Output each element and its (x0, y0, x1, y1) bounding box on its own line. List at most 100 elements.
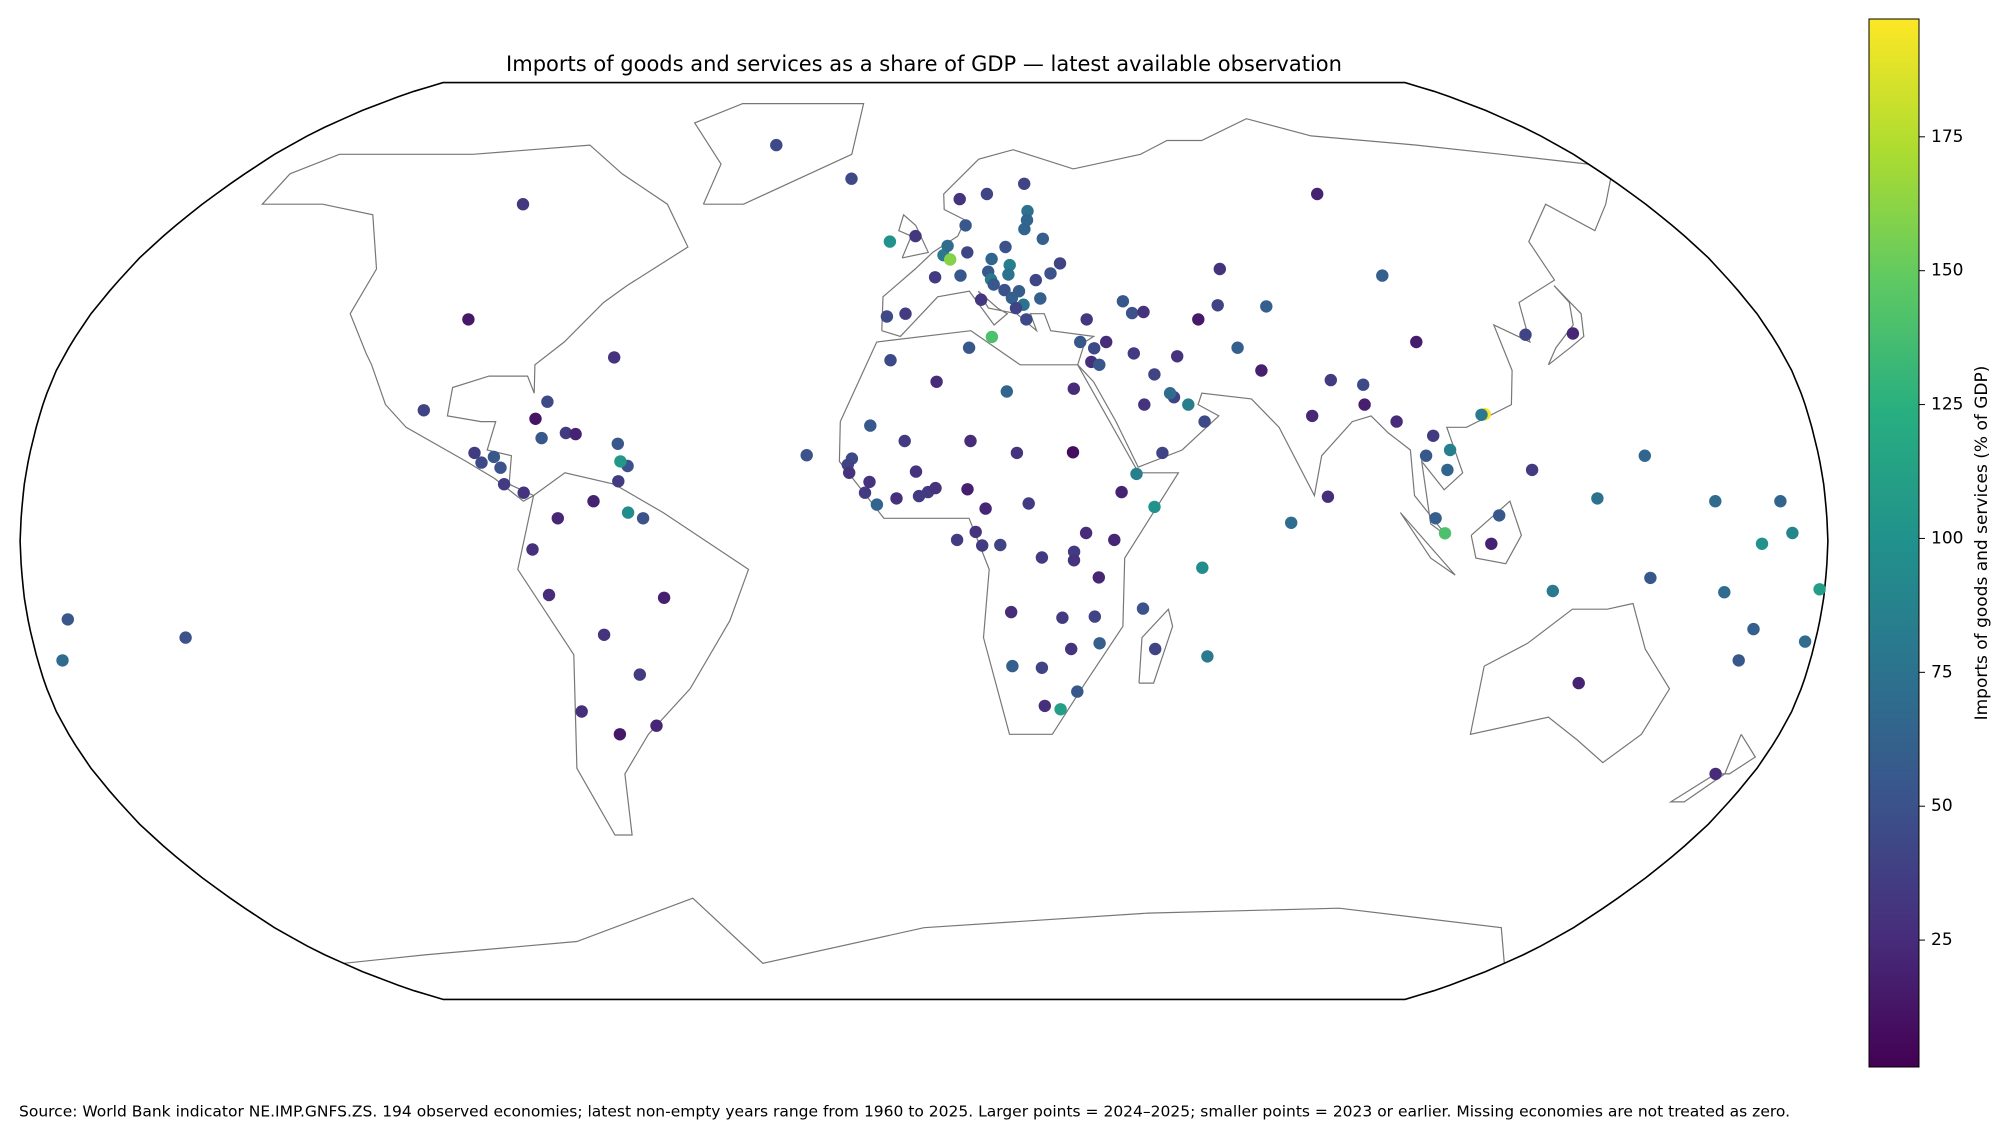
point (1255, 364, 1268, 377)
point (1067, 382, 1081, 395)
point (1311, 187, 1324, 201)
point (953, 192, 966, 206)
point (1211, 299, 1224, 312)
point (864, 419, 877, 432)
point (535, 431, 548, 445)
point (1053, 257, 1067, 270)
point (475, 456, 488, 469)
point (1786, 526, 1799, 540)
point (1798, 635, 1812, 648)
point (843, 466, 856, 479)
point (542, 588, 556, 602)
point (845, 172, 858, 185)
point (961, 246, 974, 259)
coastline (1138, 607, 1174, 684)
point (1115, 485, 1128, 499)
point (56, 654, 69, 667)
point (1813, 583, 1826, 596)
point (909, 465, 923, 478)
point (1231, 341, 1244, 354)
point (1092, 571, 1106, 584)
point (1108, 533, 1121, 547)
point (587, 495, 600, 508)
point (1127, 347, 1141, 360)
point (636, 512, 650, 525)
point (1429, 512, 1442, 525)
point (468, 446, 481, 460)
point (1493, 509, 1506, 522)
point (800, 449, 813, 462)
point (950, 533, 964, 547)
point (1709, 767, 1722, 781)
point (1260, 300, 1273, 313)
point (1071, 685, 1084, 698)
point (1410, 335, 1423, 349)
point (1376, 269, 1389, 282)
point (1000, 385, 1013, 398)
point (954, 269, 967, 282)
points (56, 138, 1826, 781)
point (1441, 463, 1454, 477)
point (1021, 204, 1034, 218)
point (1755, 537, 1769, 550)
point (1130, 467, 1143, 481)
coastline (1469, 602, 1671, 764)
point (529, 412, 542, 425)
point (1138, 398, 1151, 411)
point (1079, 526, 1093, 540)
point (880, 310, 894, 323)
point (999, 240, 1012, 254)
coastline (1399, 512, 1456, 576)
point (1644, 571, 1657, 585)
point (1036, 232, 1050, 245)
point (1438, 527, 1452, 540)
point (417, 404, 430, 417)
point (1017, 177, 1031, 190)
point (608, 351, 621, 364)
point (1088, 610, 1102, 623)
point (1591, 492, 1604, 505)
point (770, 138, 783, 152)
point (883, 235, 897, 248)
point (1419, 449, 1433, 462)
point (611, 437, 624, 450)
point (1321, 490, 1335, 503)
point (1638, 449, 1652, 462)
colorbar-tick-label: 50 (1931, 796, 1953, 816)
point (930, 375, 943, 388)
point (1390, 415, 1403, 428)
point (1044, 267, 1057, 280)
point (61, 613, 74, 626)
point (1148, 368, 1161, 381)
point (1324, 373, 1338, 387)
point (1022, 497, 1035, 510)
point (929, 481, 942, 495)
point (1054, 703, 1067, 716)
point (962, 341, 976, 354)
point (1475, 408, 1488, 421)
point (1747, 622, 1760, 636)
point (1093, 637, 1106, 650)
colorbar: 25 50 75 100 125 150 175 (1868, 18, 1963, 1068)
point (551, 512, 564, 525)
point (612, 475, 625, 488)
point (494, 461, 507, 474)
point (1006, 659, 1019, 673)
point (941, 239, 954, 253)
point (1519, 328, 1532, 341)
colorbar-tick-label: 75 (1931, 662, 1953, 682)
point (516, 198, 530, 211)
colorbar-tick-label: 175 (1931, 127, 1963, 147)
point (909, 229, 922, 243)
map-outline (19, 81, 1829, 1001)
coastline (260, 144, 689, 502)
colorbar-tick-label: 100 (1931, 528, 1963, 548)
point (487, 450, 501, 464)
point (569, 427, 582, 441)
point (621, 506, 635, 519)
point (1192, 313, 1205, 326)
point (657, 591, 671, 604)
point (614, 455, 627, 468)
point (1009, 301, 1023, 315)
point (1149, 642, 1162, 656)
